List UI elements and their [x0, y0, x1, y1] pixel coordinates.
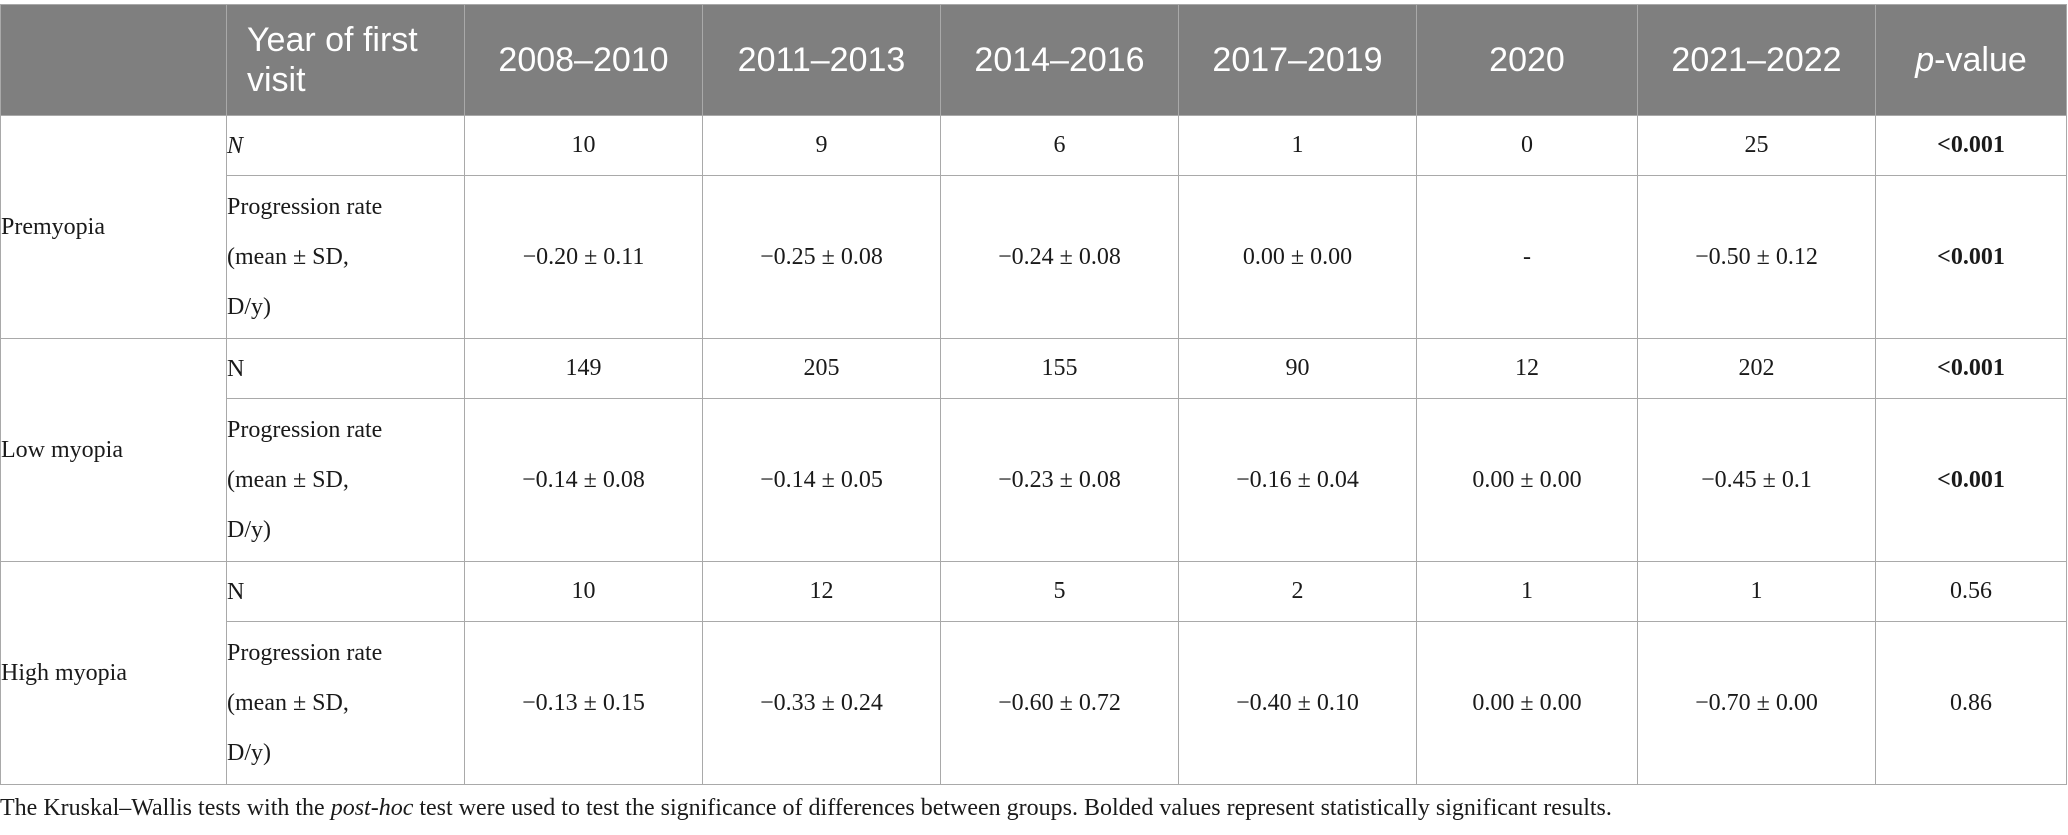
rate-label-line: Progression rate — [227, 194, 383, 220]
table-header-row: Year of first visit 2008–2010 2011–2013 … — [0, 4, 2067, 116]
group-name-cell: Low myopia — [0, 338, 227, 562]
rate-value-cell: −0.70 ± 0.00 — [1637, 621, 1876, 785]
header-period: 2011–2013 — [702, 4, 941, 116]
rate-label-cell: Progression rate (mean ± SD, D/y) — [226, 398, 465, 562]
header-period: 2008–2010 — [464, 4, 703, 116]
rate-label-cell: Progression rate (mean ± SD, D/y) — [226, 621, 465, 785]
n-value-cell: 1 — [1637, 561, 1876, 622]
rate-pvalue-cell: 0.86 — [1875, 621, 2067, 785]
header-pvalue: p-value — [1875, 4, 2067, 116]
n-value-cell: 10 — [464, 561, 703, 622]
table-footnote: The Kruskal–Wallis tests with the post-h… — [0, 795, 2066, 822]
n-value-cell: 202 — [1637, 338, 1876, 399]
rate-label-line: Progression rate — [227, 640, 383, 666]
rate-value-cell: −0.40 ± 0.10 — [1178, 621, 1417, 785]
header-period: 2014–2016 — [940, 4, 1179, 116]
header-period: 2020 — [1416, 4, 1638, 116]
rate-value-cell: −0.20 ± 0.11 — [464, 175, 703, 339]
rate-label-cell: Progression rate (mean ± SD, D/y) — [226, 175, 465, 339]
n-pvalue-cell: <0.001 — [1875, 338, 2067, 399]
table-row: Premyopia N 10 9 6 1 0 25 <0.001 — [0, 115, 2067, 339]
myopia-progression-table: Year of first visit 2008–2010 2011–2013 … — [0, 4, 2067, 785]
table-row: Progression rate (mean ± SD, D/y) −0.13 ± 0… — [1, 621, 2067, 785]
header-year-label: Year of first visit — [226, 4, 465, 116]
n-value-cell: 90 — [1178, 338, 1417, 399]
n-value-cell: 12 — [702, 561, 941, 622]
rate-value-cell: −0.33 ± 0.24 — [702, 621, 941, 785]
n-value-cell: 1 — [1416, 561, 1638, 622]
rate-label-line: D/y) — [227, 740, 271, 766]
n-value-cell: 1 — [1178, 115, 1417, 176]
rate-value-cell: −0.45 ± 0.1 — [1637, 398, 1876, 562]
rate-value-cell: −0.14 ± 0.08 — [464, 398, 703, 562]
rate-value-cell: −0.13 ± 0.15 — [464, 621, 703, 785]
group-name-cell: Premyopia — [0, 115, 227, 339]
rate-value-cell: −0.50 ± 0.12 — [1637, 175, 1876, 339]
rate-pvalue-cell: <0.001 — [1875, 175, 2067, 339]
rate-pvalue-cell: <0.001 — [1875, 398, 2067, 562]
rate-value-cell: 0.00 ± 0.00 — [1178, 175, 1417, 339]
header-period: 2021–2022 — [1637, 4, 1876, 116]
footnote-italic-text: post-hoc — [330, 795, 414, 821]
footnote-text: test were used to test the significance … — [413, 795, 1612, 821]
n-value-cell: 2 — [1178, 561, 1417, 622]
n-value-cell: 12 — [1416, 338, 1638, 399]
n-value-cell: 5 — [940, 561, 1179, 622]
table-row: Low myopia N 149 205 155 90 12 202 <0.001 — [0, 338, 2067, 562]
header-pvalue-italic: p — [1915, 41, 1935, 79]
n-label-cell: N — [226, 561, 465, 622]
rate-label-line: (mean ± SD, — [227, 690, 349, 716]
rate-value-cell: 0.00 ± 0.00 — [1416, 398, 1638, 562]
header-corner-cell — [0, 4, 227, 116]
rate-value-cell: −0.60 ± 0.72 — [940, 621, 1179, 785]
n-value-cell: 25 — [1637, 115, 1876, 176]
table-row: Progression rate (mean ± SD, D/y) −0.20 ± 0… — [1, 175, 2067, 339]
rate-value-cell: −0.25 ± 0.08 — [702, 175, 941, 339]
rate-label-line: Progression rate — [227, 417, 383, 443]
n-label-cell: N — [226, 338, 465, 399]
footnote-text: The Kruskal–Wallis tests with the — [0, 795, 331, 821]
header-pvalue-rest: -value — [1934, 41, 2027, 79]
table-row: Progression rate (mean ± SD, D/y) −0.14 ± 0… — [1, 398, 2067, 562]
rate-label-line: (mean ± SD, — [227, 467, 349, 493]
n-value-cell: 6 — [940, 115, 1179, 176]
table-row: High myopia N 10 12 5 2 1 1 0.56 — [0, 561, 2067, 785]
n-value-cell: 205 — [702, 338, 941, 399]
header-period: 2017–2019 — [1178, 4, 1417, 116]
rate-value-cell: −0.16 ± 0.04 — [1178, 398, 1417, 562]
rate-value-cell: 0.00 ± 0.00 — [1416, 621, 1638, 785]
rate-label-line: D/y) — [227, 517, 271, 543]
rate-label-line: D/y) — [227, 294, 271, 320]
group-name-cell: High myopia — [0, 561, 227, 785]
rate-label-line: (mean ± SD, — [227, 244, 349, 270]
n-value-cell: 0 — [1416, 115, 1638, 176]
n-pvalue-cell: <0.001 — [1875, 115, 2067, 176]
n-label-cell: N — [226, 115, 465, 176]
n-pvalue-cell: 0.56 — [1875, 561, 2067, 622]
n-value-cell: 149 — [464, 338, 703, 399]
rate-value-cell: −0.14 ± 0.05 — [702, 398, 941, 562]
n-value-cell: 155 — [940, 338, 1179, 399]
table-body: Premyopia N 10 9 6 1 0 25 <0.001 Progression rate… — [0, 115, 2067, 785]
rate-value-cell: - — [1416, 175, 1638, 339]
n-value-cell: 9 — [702, 115, 941, 176]
rate-value-cell: −0.24 ± 0.08 — [940, 175, 1179, 339]
n-value-cell: 10 — [464, 115, 703, 176]
rate-value-cell: −0.23 ± 0.08 — [940, 398, 1179, 562]
